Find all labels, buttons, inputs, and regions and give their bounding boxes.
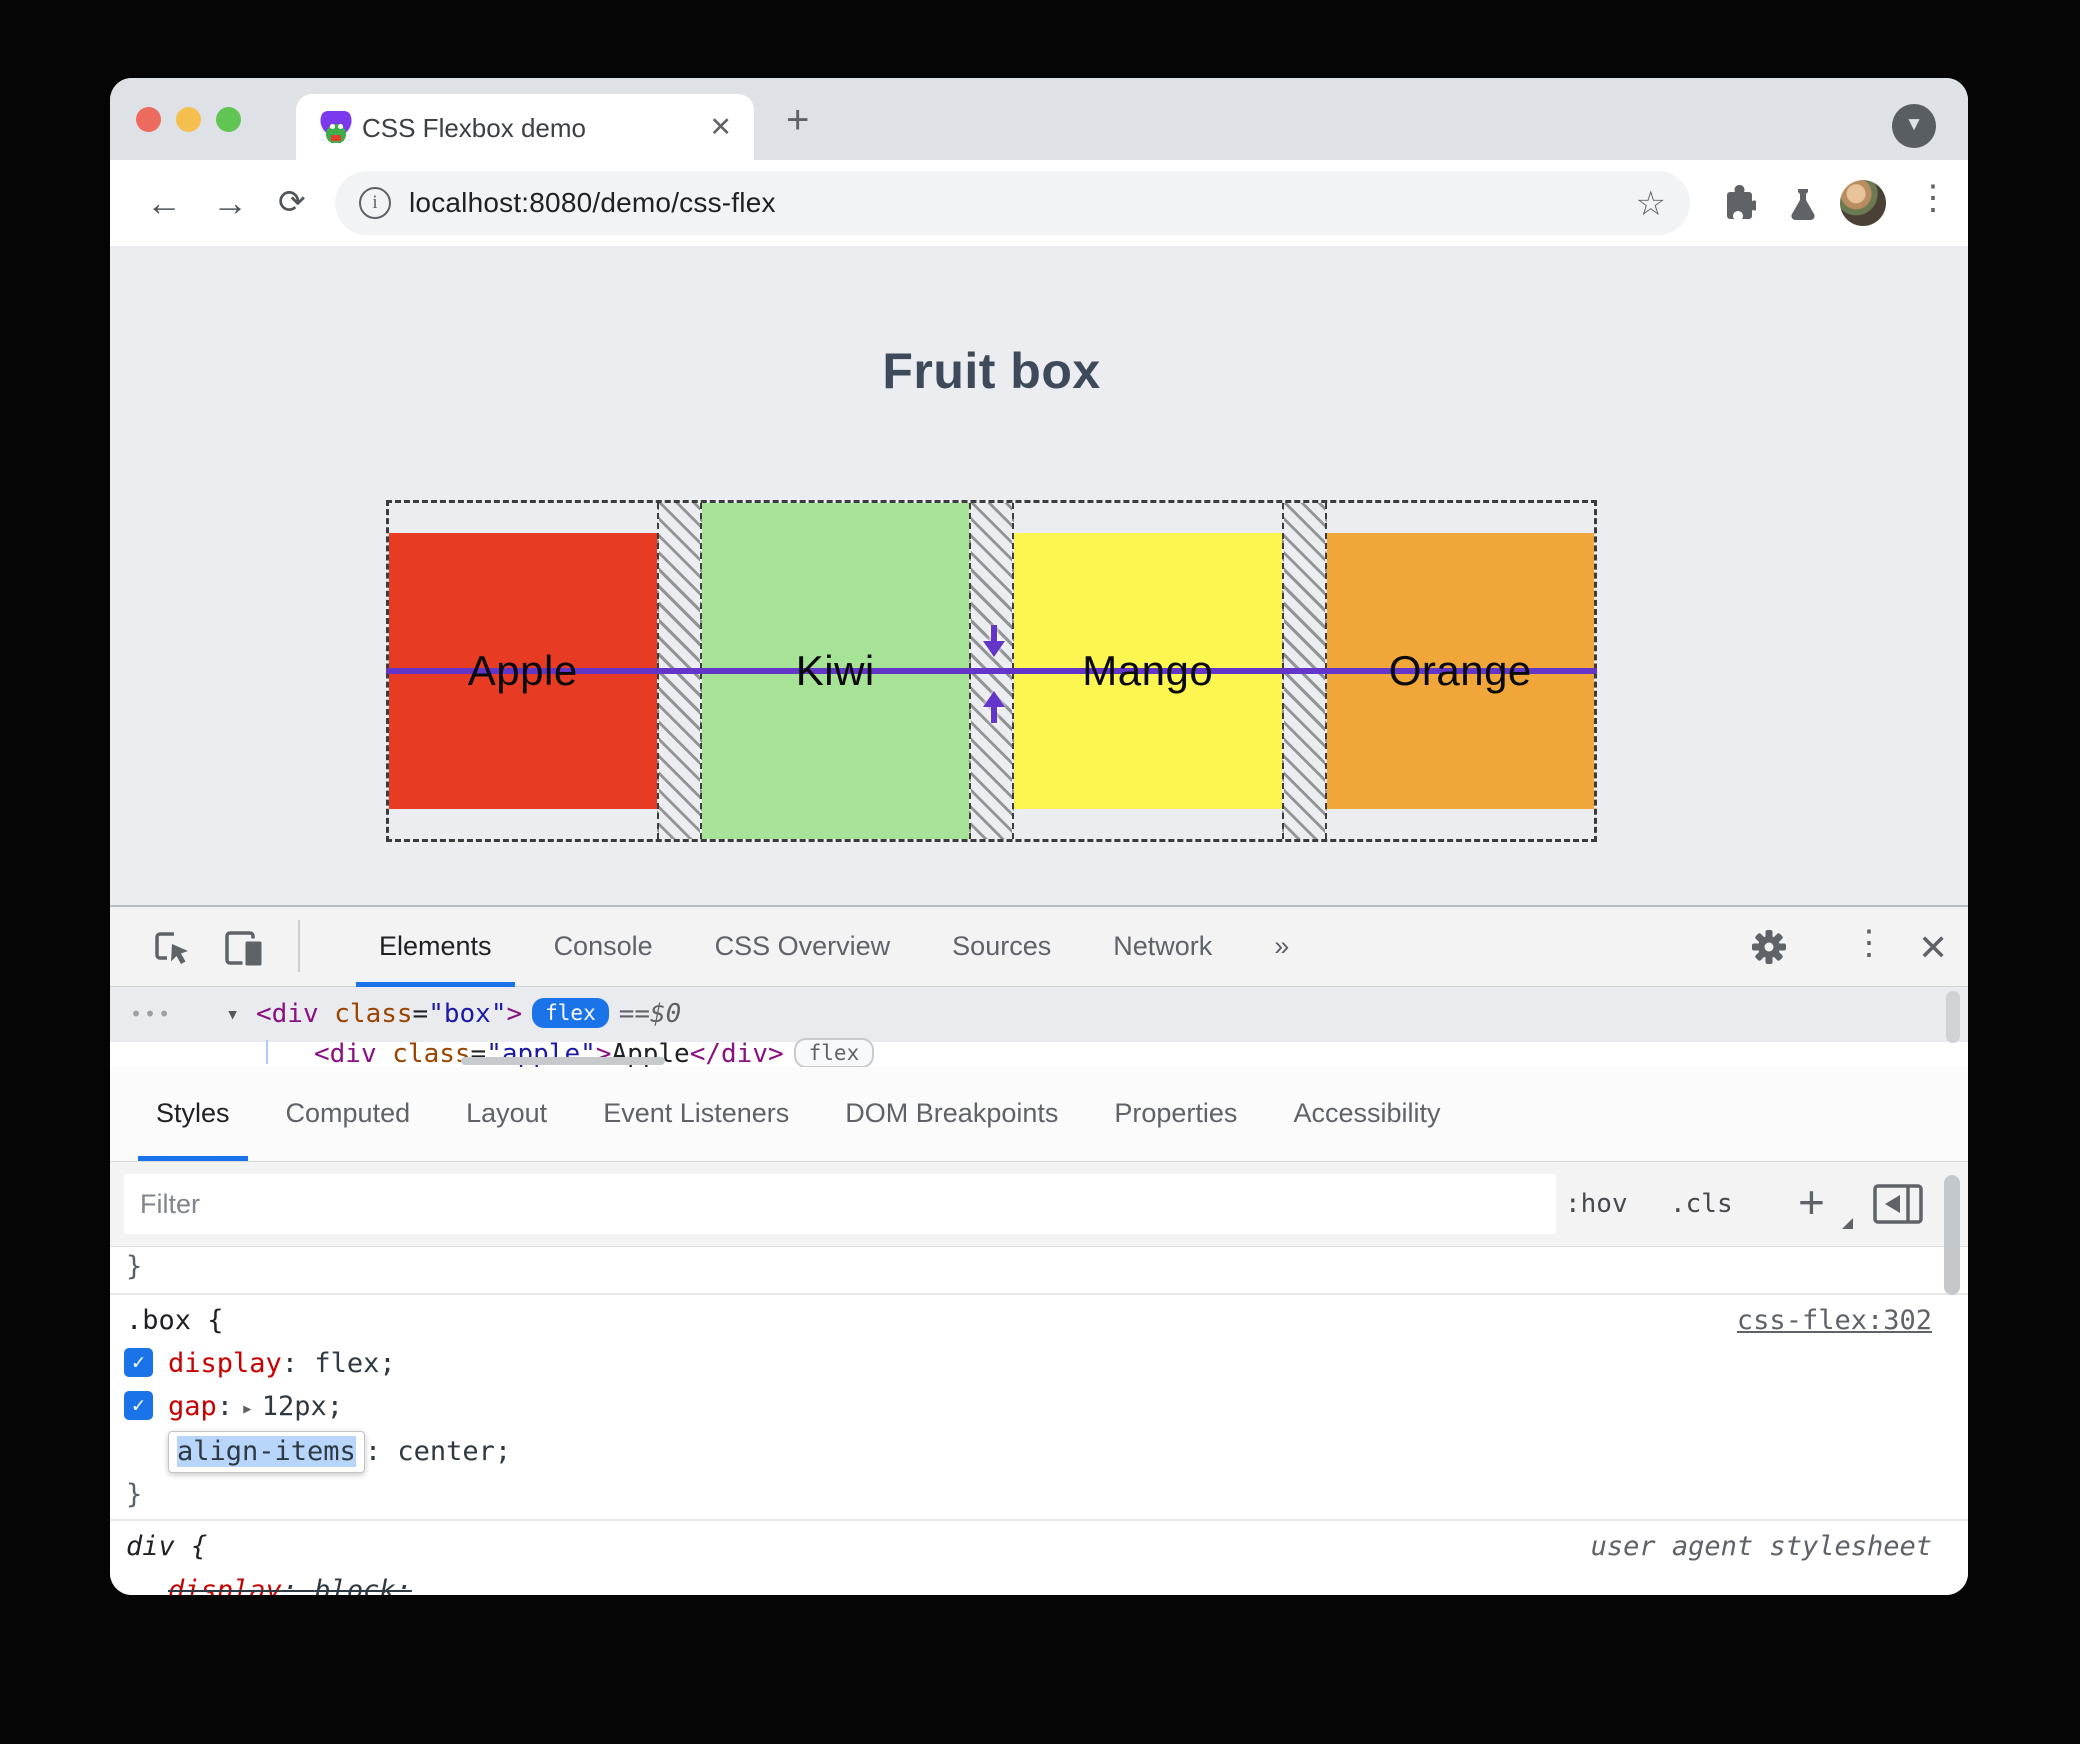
device-toolbar-icon[interactable]	[222, 926, 268, 970]
browser-window: CSS Flexbox demo ✕ + ▼ ← → ⟳ i localhost…	[110, 78, 1968, 1595]
address-bar[interactable]: i localhost:8080/demo/css-flex ☆	[335, 171, 1690, 235]
fruit-label: Orange	[1388, 647, 1532, 694]
dom-vertical-scrollbar-thumb[interactable]	[1946, 991, 1960, 1043]
box-rule-close-brace: }	[126, 1479, 143, 1510]
toggle-sidebar-pane-icon[interactable]	[1872, 1183, 1924, 1225]
property-checkbox-display[interactable]: ✓	[124, 1348, 153, 1377]
profile-avatar[interactable]	[1840, 180, 1886, 226]
flask-icon[interactable]	[1784, 185, 1822, 223]
dom-node-markup[interactable]: <div class="box"> flex ==$0	[256, 998, 682, 1029]
tab-styles[interactable]: Styles	[128, 1067, 258, 1161]
tab-layout[interactable]: Layout	[466, 1098, 548, 1128]
tab-event-listeners[interactable]: Event Listeners	[603, 1098, 790, 1128]
toggle-class-button[interactable]: .cls	[1670, 1189, 1733, 1219]
ua-stylesheet-origin-label: user agent stylesheet	[1590, 1531, 1932, 1562]
dom-selected-row[interactable]: ••• ▾ <div class="box"> flex ==$0	[110, 987, 1968, 1042]
site-info-icon[interactable]: i	[359, 187, 391, 219]
fruit-label: Mango	[1082, 647, 1214, 694]
styles-pane: } .box { css-flex:302 ✓ display: flex; ✓…	[110, 1247, 1968, 1595]
fruit-label: Apple	[467, 647, 578, 694]
new-tab-button[interactable]: +	[786, 98, 810, 142]
more-tabs-chevron[interactable]: »	[1274, 931, 1290, 961]
styles-sidebar-tab-bar: Styles Computed Layout Event Listeners D…	[110, 1067, 1968, 1162]
reload-button[interactable]: ⟳	[278, 183, 306, 220]
shorthand-expand-icon[interactable]: ▸	[241, 1396, 254, 1420]
tab-properties[interactable]: Properties	[1114, 1098, 1238, 1128]
dom-horizontal-scrollbar-thumb[interactable]	[461, 1057, 665, 1065]
tab-search-button[interactable]: ▼	[1892, 104, 1936, 148]
web-page-viewport: Fruit box Apple Kiwi Mango	[110, 246, 1968, 905]
back-button[interactable]: ←	[146, 182, 182, 223]
rule-divider	[110, 1519, 1968, 1521]
collapse-arrow-icon[interactable]: ▾	[226, 1002, 240, 1027]
dom-indent-guide	[266, 1040, 268, 1064]
tab-title: CSS Flexbox demo	[362, 113, 586, 143]
devtools-tab-bar: Elements Console CSS Overview Sources Ne…	[348, 907, 1320, 987]
site-favicon-icon	[320, 111, 352, 143]
tab-dom-breakpoints[interactable]: DOM Breakpoints	[845, 1098, 1059, 1128]
minimize-window-button[interactable]	[176, 107, 201, 132]
browser-menu-kebab-icon[interactable]: ⋮	[1916, 179, 1950, 217]
toggle-hover-state-button[interactable]: :hov	[1565, 1189, 1628, 1219]
box-rule-selector[interactable]: .box {	[126, 1305, 224, 1336]
align-arrow-down-icon	[983, 625, 1005, 657]
tab-strip: CSS Flexbox demo ✕ + ▼	[110, 78, 1968, 160]
toolbar-separator	[298, 920, 300, 972]
tab-network[interactable]: Network	[1113, 931, 1213, 961]
property-checkbox-gap[interactable]: ✓	[124, 1391, 153, 1420]
tab-elements[interactable]: Elements	[348, 907, 523, 987]
browser-tab[interactable]: CSS Flexbox demo ✕	[296, 94, 754, 160]
new-rule-corner-triangle	[1842, 1218, 1853, 1229]
dom-gutter-dots[interactable]: •••	[130, 1002, 173, 1026]
property-name-edit-box[interactable]: align-items	[168, 1431, 365, 1473]
tab-console[interactable]: Console	[553, 931, 653, 961]
css-property-display-block-overridden[interactable]: display: block;	[168, 1575, 412, 1595]
ua-rule-selector[interactable]: div {	[126, 1531, 208, 1562]
devtools-toolbar: Elements Console CSS Overview Sources Ne…	[110, 907, 1968, 987]
css-property-align-items-editing[interactable]: align-items: center;	[168, 1431, 511, 1473]
rule-divider	[110, 1293, 1968, 1295]
tab-accessibility[interactable]: Accessibility	[1293, 1098, 1441, 1128]
stylesheet-source-link[interactable]: css-flex:302	[1736, 1305, 1932, 1336]
prev-rule-close-brace: }	[126, 1251, 143, 1282]
zoom-window-button[interactable]	[216, 107, 241, 132]
devtools-menu-kebab-icon[interactable]: ⋮	[1852, 924, 1886, 962]
tab-sources[interactable]: Sources	[952, 931, 1052, 961]
flex-align-center-line	[386, 668, 1597, 674]
fruit-label: Kiwi	[795, 647, 875, 694]
css-property-gap[interactable]: gap: ▸ 12px;	[168, 1391, 343, 1422]
flex-badge[interactable]: flex	[532, 998, 609, 1028]
inspect-element-icon[interactable]	[150, 926, 192, 968]
dom-tree: ••• ▾ <div class="box"> flex ==$0 <div cla…	[110, 987, 1968, 1067]
flex-badge-outline[interactable]: flex	[793, 1038, 875, 1067]
dom-child-row[interactable]: <div class="apple">Apple</div> flex	[314, 1038, 884, 1067]
devtools-close-icon[interactable]: ✕	[1918, 927, 1949, 968]
flex-container-overlay: Apple Kiwi Mango Orange	[386, 500, 1597, 842]
devtools-settings-gear-icon[interactable]	[1748, 926, 1790, 968]
styles-pane-scrollbar-thumb[interactable]	[1944, 1175, 1960, 1295]
forward-button[interactable]: →	[212, 182, 248, 223]
close-window-button[interactable]	[136, 107, 161, 132]
extensions-puzzle-icon[interactable]	[1718, 185, 1756, 223]
tab-computed[interactable]: Computed	[285, 1098, 411, 1128]
new-style-rule-button[interactable]: +	[1798, 1176, 1825, 1228]
devtools-panel: Elements Console CSS Overview Sources Ne…	[110, 905, 1968, 1595]
url-text[interactable]: localhost:8080/demo/css-flex	[409, 187, 776, 218]
bookmark-star-icon[interactable]: ☆	[1635, 185, 1666, 223]
styles-filter-input[interactable]	[124, 1174, 1556, 1234]
page-title: Fruit box	[882, 343, 1101, 399]
align-arrow-up-icon	[983, 691, 1005, 723]
close-tab-icon[interactable]: ✕	[709, 112, 732, 142]
css-property-display-flex[interactable]: display: flex;	[168, 1348, 396, 1379]
browser-toolbar: ← → ⟳ i localhost:8080/demo/css-flex ☆ ⋮	[110, 160, 1968, 247]
styles-filter-bar: :hov .cls +	[110, 1162, 1968, 1247]
tab-css-overview[interactable]: CSS Overview	[714, 931, 891, 961]
